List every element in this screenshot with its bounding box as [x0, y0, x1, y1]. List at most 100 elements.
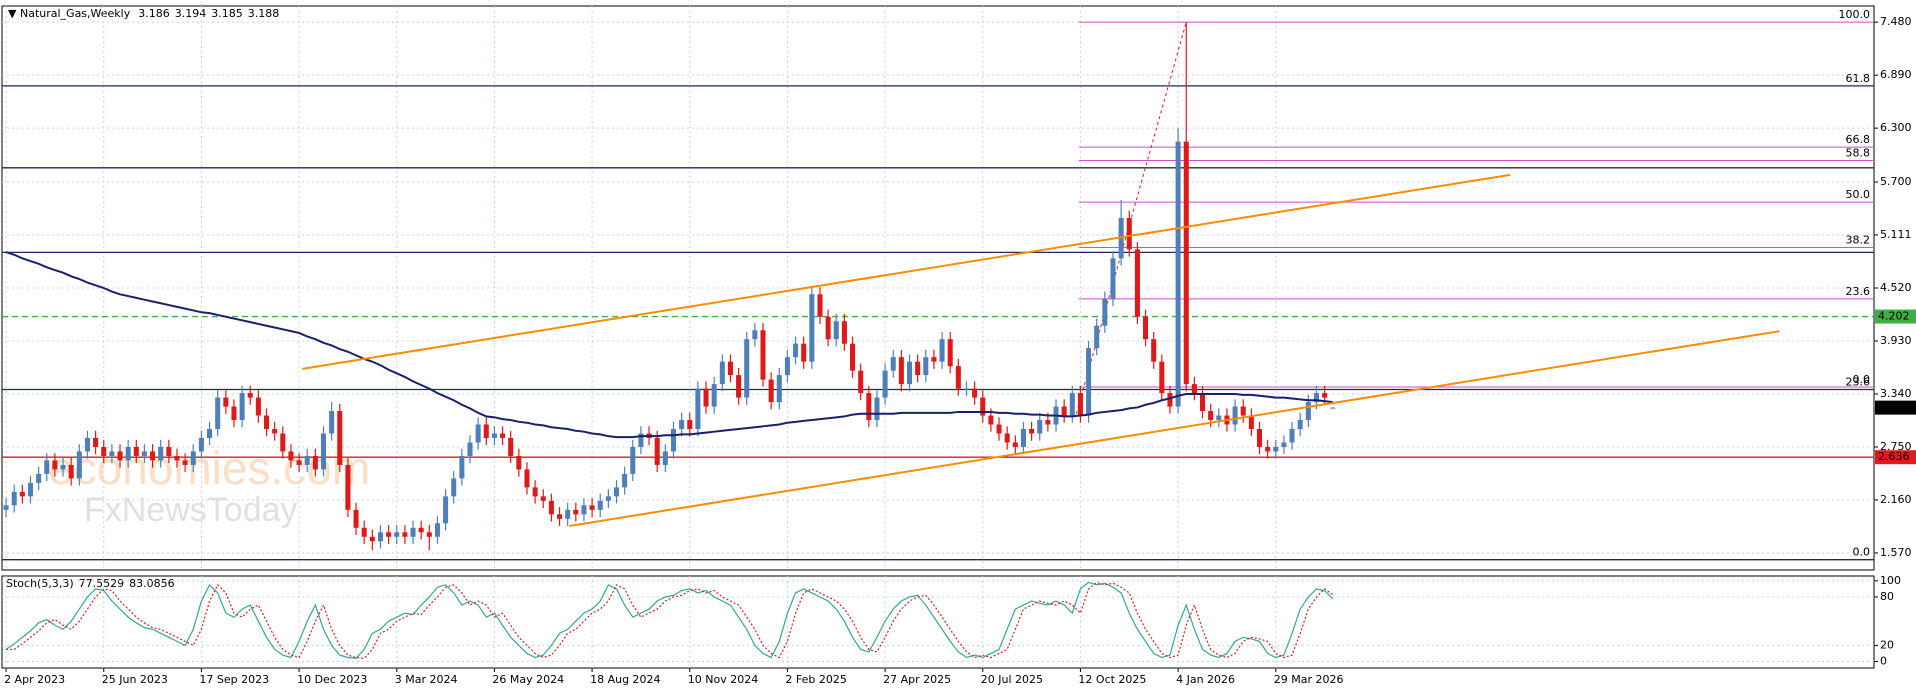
candle-body — [1265, 446, 1271, 452]
header-arrow: ▼ — [8, 7, 20, 20]
candle-body — [630, 446, 636, 474]
candle-body — [353, 509, 359, 528]
candle-body — [475, 424, 481, 443]
candle-body — [1012, 442, 1018, 447]
candle-body — [508, 437, 514, 456]
fib-label: 100.0 — [1839, 8, 1871, 21]
candle-body — [1313, 393, 1319, 403]
candle-body — [223, 397, 229, 407]
y-tick-label: 7.480 — [1880, 15, 1912, 28]
candle-body — [483, 424, 489, 438]
candle-body — [1004, 433, 1010, 443]
main-header: ▼ Natural_Gas,Weekly 3.186 3.194 3.185 3.188 — [8, 7, 279, 20]
x-tick-label: 2 Apr 2023 — [4, 673, 65, 686]
candle-body — [1086, 348, 1092, 416]
candle-body — [1151, 339, 1157, 362]
fib-label: 23.6 — [1846, 285, 1871, 298]
price-badge-label: 2.636 — [1878, 450, 1910, 463]
candle-body — [467, 442, 473, 456]
candle-body — [247, 393, 253, 398]
candle-body — [947, 339, 953, 367]
candle-body — [361, 527, 367, 537]
candle-body — [858, 370, 864, 394]
y-tick-label: 6.300 — [1880, 121, 1912, 134]
candle-body — [166, 446, 172, 456]
header-low: 3.185 — [211, 7, 243, 20]
current-price-badge — [1875, 400, 1916, 415]
candle-body — [898, 357, 904, 385]
candle-body — [255, 397, 261, 416]
candle-body — [19, 491, 25, 497]
price-badge — [1875, 450, 1916, 465]
candle-body — [1037, 420, 1043, 434]
y-tick-label: 5.700 — [1880, 175, 1912, 188]
candle-body — [1273, 446, 1279, 452]
candle-body — [304, 455, 310, 465]
candle-body — [866, 393, 872, 421]
candle-body — [1020, 429, 1026, 447]
candle-body — [776, 375, 782, 403]
candle-body — [451, 478, 457, 497]
candle-body — [410, 527, 416, 537]
candle-body — [711, 384, 717, 407]
candle-body — [565, 509, 571, 519]
candle-body — [1167, 393, 1173, 407]
candle-body — [557, 514, 563, 519]
x-tick-label: 25 Jun 2023 — [102, 673, 168, 686]
candle-body — [1199, 393, 1206, 412]
candle-body — [638, 433, 644, 447]
candle-body — [801, 343, 807, 362]
candle-body — [817, 294, 823, 317]
candle-body — [1191, 384, 1197, 394]
candle-body — [540, 496, 546, 501]
moving-average — [5, 251, 1333, 439]
candle-body — [752, 330, 758, 340]
candle-body — [703, 388, 709, 407]
y-tick-label: 4.520 — [1880, 281, 1912, 294]
candle-body — [605, 496, 611, 501]
candle-body — [890, 357, 896, 371]
candle-body — [516, 455, 522, 470]
candle-body — [768, 379, 774, 403]
x-tick-label: 20 Jul 2025 — [981, 673, 1043, 686]
trendline — [569, 330, 1780, 527]
candle-body — [589, 505, 595, 510]
y-tick-label: 2.750 — [1880, 440, 1912, 453]
candle-body — [377, 532, 383, 542]
candle-body — [833, 321, 839, 340]
candle-body — [491, 433, 497, 438]
x-tick-label: 27 Apr 2025 — [883, 673, 951, 686]
swing-line — [1075, 22, 1187, 414]
candle-body — [581, 505, 587, 515]
candle-body — [231, 406, 237, 421]
candle-body — [207, 429, 213, 438]
candle-body — [1143, 316, 1149, 340]
x-tick-label: 29 Mar 2026 — [1274, 673, 1344, 686]
header-open: 3.186 — [138, 7, 170, 20]
candle-body — [1077, 393, 1083, 416]
candle-body — [141, 451, 147, 456]
candle-body — [1216, 415, 1222, 421]
candle-body — [1045, 420, 1051, 425]
candle-body — [980, 397, 986, 416]
candle-body — [76, 451, 82, 479]
candle-body — [850, 343, 856, 371]
header-high: 3.194 — [175, 7, 207, 20]
candle-body — [1126, 217, 1132, 250]
stoch-line — [5, 581, 1334, 659]
watermark-sub: FxNewsToday — [84, 491, 298, 529]
candle-body — [418, 527, 424, 533]
candle-body — [345, 464, 351, 510]
candle-body — [532, 487, 538, 497]
candle-body — [329, 411, 335, 434]
header-close: 3.188 — [248, 7, 280, 20]
candle-body — [125, 446, 131, 461]
candle-body — [150, 451, 156, 461]
y-tick-label: 0 — [1880, 655, 1887, 668]
candle-body — [1134, 249, 1140, 317]
candle-body — [386, 532, 392, 537]
y-tick-label: 3.340 — [1880, 387, 1912, 400]
candle-body — [727, 361, 733, 376]
candle-body — [1029, 429, 1035, 434]
candle-body — [1240, 406, 1246, 416]
